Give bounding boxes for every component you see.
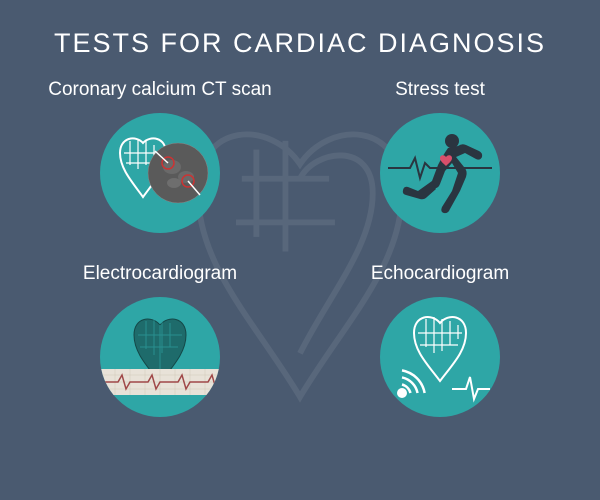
page-title: TESTS FOR CARDIAC DIAGNOSIS: [0, 0, 600, 79]
card-coronary-calcium-ct: Coronary calcium CT scan: [30, 79, 290, 233]
card-label: Electrocardiogram: [83, 263, 237, 285]
tests-grid: Coronary calcium CT scan Stress: [0, 79, 600, 447]
runner-icon: [380, 113, 500, 233]
card-label: Coronary calcium CT scan: [48, 79, 272, 101]
card-circle: [100, 297, 220, 417]
card-circle: [380, 297, 500, 417]
echo-heart-icon: [380, 297, 500, 417]
ecg-heart-icon: [100, 297, 220, 417]
card-stress-test: Stress test: [310, 79, 570, 233]
card-label: Stress test: [395, 79, 485, 101]
card-circle: [100, 113, 220, 233]
card-echocardiogram: Echocardiogram: [310, 263, 570, 417]
heart-ct-icon: [100, 113, 220, 233]
card-electrocardiogram: Electrocardiogram: [30, 263, 290, 417]
card-label: Echocardiogram: [371, 263, 509, 285]
card-circle: [380, 113, 500, 233]
